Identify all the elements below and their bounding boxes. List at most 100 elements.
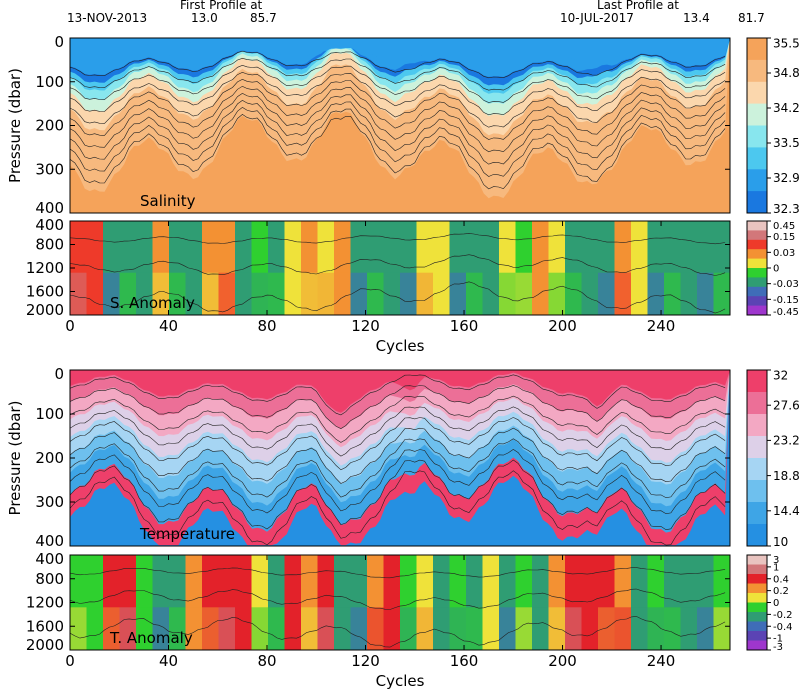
colorbar-swatch — [747, 583, 767, 594]
colorbar: 0.450.15 0.03 0 -0.03 -0.15-0.45 — [746, 220, 799, 318]
anomaly-patch — [598, 607, 616, 650]
contour-line — [70, 233, 726, 245]
anomaly-patch — [284, 607, 302, 650]
colorbar-label: 34.22 — [773, 101, 800, 115]
y-tick-label: 100 — [35, 73, 64, 91]
colorbar-frame — [746, 37, 768, 214]
anomaly-patch — [152, 607, 170, 650]
x-tick-label: 0 — [65, 317, 75, 335]
colorbar-label: 3 — [773, 555, 779, 566]
colorbar-label: 27.6 — [773, 398, 800, 412]
anomaly-patch — [169, 272, 187, 315]
colorbar-label: -1 — [773, 634, 783, 645]
colorbar-label: -0.15 — [773, 295, 799, 306]
anomaly-patch — [103, 272, 121, 315]
contour-line — [70, 85, 726, 140]
anomaly-patch — [449, 607, 467, 650]
anomaly-patch — [202, 607, 220, 650]
contour-line — [70, 449, 726, 515]
colorbar-swatch — [747, 230, 767, 241]
y-tick-label: 800 — [35, 236, 64, 254]
anomaly-patch — [383, 272, 401, 315]
panel-temperature: 0 100 200 300 400 Pressure (dbar) Temperature 3… — [6, 365, 800, 550]
colorbar: 32 27.6 23.2 18.8 14.4 10 — [746, 369, 800, 549]
last-profile-label: Last Profile at — [597, 0, 679, 12]
y-tick-label: 2000 — [26, 636, 64, 654]
x-tick-label: 80 — [257, 317, 276, 335]
anomaly-patch — [499, 607, 517, 650]
colorbar-label: 0.03 — [773, 248, 795, 259]
anomaly-patch — [350, 272, 368, 315]
x-tick-label: 240 — [647, 652, 676, 670]
x-tick-label: 160 — [450, 317, 479, 335]
anomaly-patch — [433, 272, 451, 315]
colorbar-label: 0 — [773, 264, 779, 275]
contour-line — [70, 459, 726, 531]
colorbar-label: 32.3 — [773, 202, 800, 216]
colorbar-label: -0.2 — [773, 610, 793, 621]
anomaly-patch — [664, 272, 682, 315]
x-tick-label: 200 — [548, 317, 577, 335]
colorbar-swatch — [747, 169, 767, 192]
anomaly-patch — [532, 272, 550, 315]
colorbar-label: -0.4 — [773, 622, 793, 633]
contour-line — [70, 417, 726, 471]
contour-line — [70, 93, 726, 153]
layer-band — [70, 370, 730, 413]
colorbar-label: 35.5 — [773, 37, 800, 51]
anomaly-patch — [466, 272, 484, 315]
anomaly-patch — [235, 272, 253, 315]
colorbar-label: 0.4 — [773, 574, 789, 585]
y-tick-label: 300 — [35, 493, 64, 511]
colorbar-swatch — [747, 392, 767, 415]
y-tick-label: 200 — [35, 449, 64, 467]
anomaly-patch — [416, 272, 434, 315]
anomaly-patch — [680, 272, 698, 315]
first-profile-date: 13-NOV-2013 — [67, 11, 148, 25]
colorbar-label: 0 — [773, 598, 779, 609]
anomaly-patch — [367, 607, 385, 650]
colorbar-label: 10 — [773, 535, 788, 549]
anomaly-patch — [416, 607, 434, 650]
first-profile-lon: 85.7 — [250, 11, 277, 25]
y-axis-label: Pressure (dbar) — [6, 401, 24, 516]
contour-line — [70, 254, 726, 276]
anomaly-patch — [581, 607, 599, 650]
anomaly-patch — [268, 272, 286, 315]
panel-salinity: 0 100 200 300 400 Pressure (dbar) Salinity 35.5… — [6, 33, 800, 217]
anomaly-patch — [251, 272, 269, 315]
anomaly-patch — [499, 272, 517, 315]
y-tick-label: 2000 — [26, 301, 64, 319]
contour-line — [70, 395, 726, 443]
anomaly-patch — [103, 607, 121, 650]
colorbar-swatch — [747, 640, 767, 651]
y-tick-label: 0 — [54, 365, 64, 383]
contour-line — [70, 107, 726, 177]
y-tick-label: 400 — [35, 216, 64, 234]
colorbar-swatch — [747, 277, 767, 288]
anomaly-patch — [119, 272, 137, 315]
contour-line — [70, 57, 726, 91]
colorbar-swatch — [747, 370, 767, 393]
colorbar-swatch — [747, 305, 767, 316]
plot-area — [70, 370, 730, 546]
contour-line — [70, 374, 726, 416]
x-tick-label: 120 — [351, 652, 380, 670]
colorbar-swatch — [747, 286, 767, 297]
y-tick-label: 1600 — [26, 617, 64, 635]
plot-area — [70, 221, 730, 315]
contour-line — [70, 470, 726, 546]
colorbar-label: 0.45 — [773, 221, 795, 232]
anomaly-patch — [86, 607, 104, 650]
first-profile-lat: 13.0 — [191, 11, 218, 25]
colorbar-swatch — [747, 436, 767, 459]
panel-annotation: S. Anomaly — [110, 294, 195, 312]
anomaly-patch — [482, 607, 500, 650]
anomaly-patch — [697, 607, 715, 650]
contour-line — [70, 64, 726, 103]
anomaly-patch — [400, 607, 418, 650]
contour-line — [70, 588, 726, 610]
x-tick-label: 40 — [159, 317, 178, 335]
contour-line — [70, 114, 726, 190]
anomaly-patch — [647, 272, 665, 315]
